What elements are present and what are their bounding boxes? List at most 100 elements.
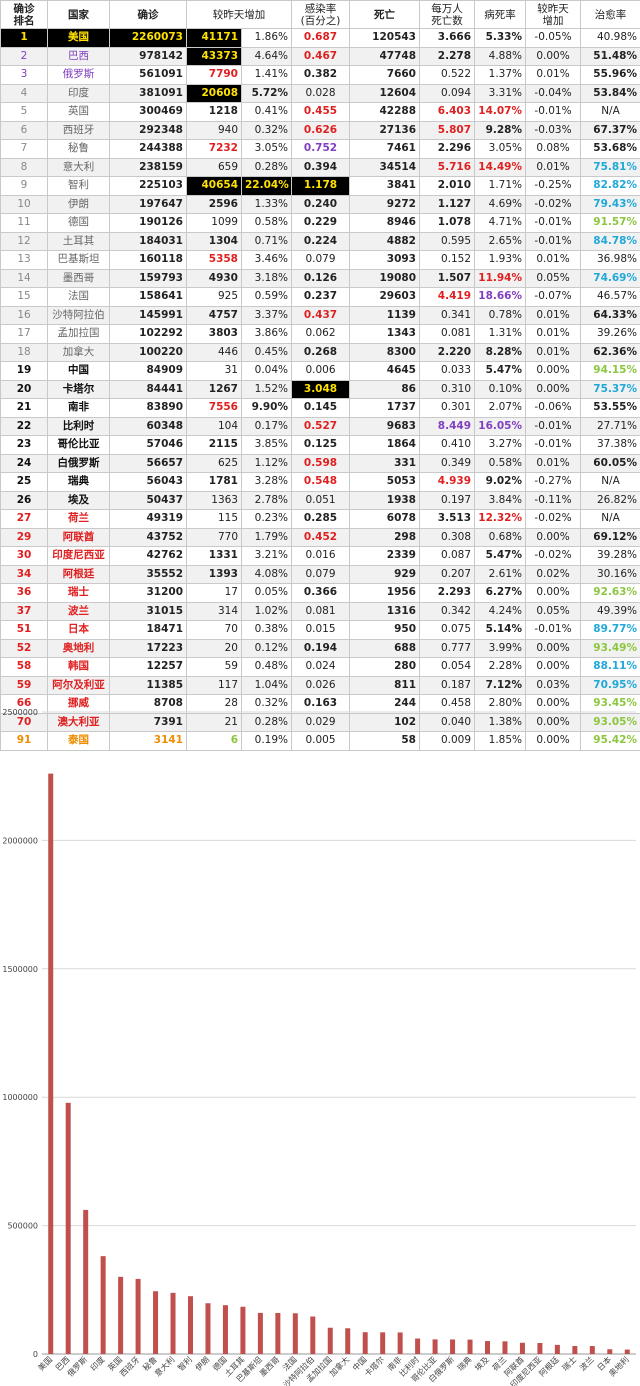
cell-deaths: 29603 — [349, 287, 420, 307]
cell-confirmed: 42762 — [109, 546, 187, 566]
cell-recovery: 89.77% — [580, 620, 640, 640]
cell-fatality: 3.05% — [474, 139, 526, 159]
cell-increase-pct: 3.05% — [241, 139, 292, 159]
cell-confirmed: 56043 — [109, 472, 187, 492]
cell-increase: 625 — [186, 453, 242, 473]
cell-deaths: 3093 — [349, 250, 420, 270]
cell-country: 日本 — [47, 620, 110, 640]
cell-confirmed: 49319 — [109, 509, 187, 529]
cell-increase: 20 — [186, 638, 242, 658]
cell-fatality: 1.37% — [474, 65, 526, 85]
cell-confirmed: 225103 — [109, 176, 187, 196]
cell-recovery: 55.96% — [580, 65, 640, 85]
cell-deaths-per-10k: 1.507 — [419, 268, 475, 288]
covid-statistics-table: 确诊 排名 国家 确诊 较昨天增加 感染率 (百分之) 死亡 每万人 死亡数 病… — [0, 0, 640, 751]
cell-fatality: 9.28% — [474, 120, 526, 140]
cell-infection-rate: 0.145 — [291, 398, 350, 418]
table-row: 6 西班牙 292348 940 0.32% 0.626 27136 5.807 9.28% -0… — [0, 120, 640, 140]
cell-rank: 5 — [0, 102, 48, 122]
cell-confirmed: 84441 — [109, 379, 187, 399]
cell-confirmed: 43752 — [109, 527, 187, 547]
cell-fatality: 5.14% — [474, 620, 526, 640]
cell-fatality: 16.05% — [474, 416, 526, 436]
cell-deaths-per-10k: 0.054 — [419, 657, 475, 677]
cell-country: 印度 — [47, 83, 110, 103]
cell-fatality: 4.69% — [474, 194, 526, 214]
cell-infection-rate: 0.081 — [291, 601, 350, 621]
cell-fatality: 4.88% — [474, 46, 526, 66]
cell-recovery: 30.16% — [580, 564, 640, 584]
cell-increase-pct: 3.21% — [241, 546, 292, 566]
cell-infection-rate: 0.467 — [291, 46, 350, 66]
table-row: 21 南非 83890 7556 9.90% 0.145 1737 0.301 2.07% -0.… — [0, 398, 640, 418]
cell-deaths: 12604 — [349, 83, 420, 103]
cell-increase: 446 — [186, 342, 242, 362]
cell-rank: 15 — [0, 287, 48, 307]
cell-rank: 27 — [0, 509, 48, 529]
cell-fatality: 3.27% — [474, 435, 526, 455]
cell-rank: 59 — [0, 675, 48, 695]
cell-country: 美国 — [47, 28, 110, 48]
cell-rank: 3 — [0, 65, 48, 85]
table-row: 13 巴基斯坦 160118 5358 3.46% 0.079 3093 0.152 1.93%… — [0, 250, 640, 270]
cell-rank: 23 — [0, 435, 48, 455]
cell-confirmed: 57046 — [109, 435, 187, 455]
cell-increase-pct: 0.59% — [241, 287, 292, 307]
cell-increase-pct: 0.41% — [241, 102, 292, 122]
cell-increase: 1393 — [186, 564, 242, 584]
table-row: 1 美国 2260073 41171 1.86% 0.687 120543 3.666 5.33… — [0, 28, 640, 48]
header-fatality: 病死率 — [474, 0, 526, 29]
cell-infection-rate: 1.178 — [291, 176, 350, 196]
cell-country: 瑞士 — [47, 583, 110, 603]
bar — [188, 1296, 193, 1354]
header-change: 较昨天 增加 — [525, 0, 581, 29]
y-tick-label: 500000 — [7, 1222, 38, 1231]
cell-country: 奥地利 — [47, 638, 110, 658]
cell-recovery: 75.81% — [580, 157, 640, 177]
cell-change: -0.11% — [525, 490, 581, 510]
cell-confirmed: 100220 — [109, 342, 187, 362]
cell-recovery: 95.42% — [580, 731, 640, 751]
cell-country: 孟加拉国 — [47, 324, 110, 344]
table-body: 1 美国 2260073 41171 1.86% 0.687 120543 3.666 5.33… — [0, 28, 640, 751]
cell-infection-rate: 0.687 — [291, 28, 350, 48]
cell-increase: 41171 — [186, 28, 242, 48]
bar — [345, 1328, 351, 1354]
cell-fatality: 1.71% — [474, 176, 526, 196]
cell-deaths: 4882 — [349, 231, 420, 251]
cell-deaths: 3841 — [349, 176, 420, 196]
cell-change: -0.03% — [525, 120, 581, 140]
cell-increase: 940 — [186, 120, 242, 140]
cell-recovery: 74.69% — [580, 268, 640, 288]
cell-deaths-per-10k: 5.716 — [419, 157, 475, 177]
cell-deaths-per-10k: 0.187 — [419, 675, 475, 695]
cell-recovery: 94.15% — [580, 361, 640, 381]
cell-recovery: 75.37% — [580, 379, 640, 399]
cell-recovery: N/A — [580, 102, 640, 122]
bar — [589, 1346, 595, 1354]
cell-change: 0.01% — [525, 342, 581, 362]
cell-recovery: 53.84% — [580, 83, 640, 103]
cell-increase: 2115 — [186, 435, 242, 455]
cell-deaths-per-10k: 2.010 — [419, 176, 475, 196]
cell-country: 南非 — [47, 398, 110, 418]
cell-increase-pct: 1.79% — [241, 527, 292, 547]
table-row: 9 智利 225103 40654 22.04% 1.178 3841 2.010 1.71% -… — [0, 176, 640, 196]
cell-rank: 10 — [0, 194, 48, 214]
cell-deaths-per-10k: 2.278 — [419, 46, 475, 66]
cell-confirmed: 18471 — [109, 620, 187, 640]
cell-rank: 52 — [0, 638, 48, 658]
table-row: 11 德国 190126 1099 0.58% 0.229 8946 1.078 4.71% -0… — [0, 213, 640, 233]
cell-confirmed: 84909 — [109, 361, 187, 381]
cell-infection-rate: 0.285 — [291, 509, 350, 529]
header-deaths-per-10k: 每万人 死亡数 — [419, 0, 475, 29]
cell-increase-pct: 2.78% — [241, 490, 292, 510]
cell-infection-rate: 0.224 — [291, 231, 350, 251]
cell-increase-pct: 3.86% — [241, 324, 292, 344]
cell-country: 埃及 — [47, 490, 110, 510]
cell-rank: 58 — [0, 657, 48, 677]
x-tick-label: 意大利 — [152, 1354, 176, 1378]
cell-change: 0.00% — [525, 583, 581, 603]
y-tick-label: 0 — [33, 1350, 38, 1359]
bar — [467, 1339, 473, 1354]
